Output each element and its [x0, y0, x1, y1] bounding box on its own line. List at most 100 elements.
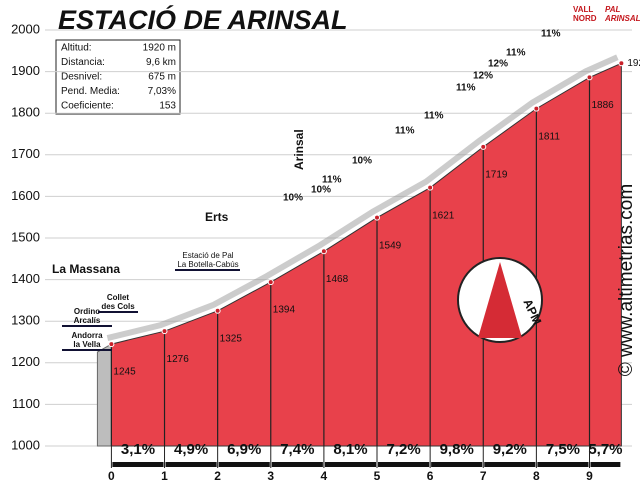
sign-text: Andorra [71, 331, 103, 340]
gradient-label: 6,9% [227, 441, 261, 458]
brand-text: ARINSAL [604, 14, 640, 23]
y-tick-label: 1000 [11, 437, 40, 452]
annotation: 11% [456, 83, 476, 94]
gradient-label: 9,8% [440, 441, 474, 458]
elevation-label: 1549 [379, 240, 402, 251]
x-tick-label: 5 [374, 469, 381, 483]
info-label: Distancia: [61, 57, 105, 68]
point [480, 143, 487, 150]
x-tick-label: 1 [161, 469, 168, 483]
elevation-label: 1245 [113, 367, 136, 378]
gradient-label: 8,1% [333, 441, 367, 458]
y-tick-label: 1900 [11, 63, 40, 78]
sign-text: Ordino [74, 307, 100, 316]
info-value: 153 [159, 101, 176, 112]
point [618, 60, 625, 67]
y-tick-label: 2000 [11, 21, 40, 36]
place-label: La Massana [52, 262, 120, 276]
info-label: Altitud: [61, 43, 92, 54]
annotation: 10% [352, 156, 372, 167]
credit: © www.altimetrias.com [616, 184, 637, 376]
x-tick-label: 3 [267, 469, 274, 483]
y-tick-label: 1200 [11, 354, 40, 369]
gradient-bar [484, 462, 536, 467]
gradient-bar [218, 462, 270, 467]
y-tick-label: 1800 [11, 105, 40, 120]
gradient-label: 7,4% [280, 441, 314, 458]
place-label: Erts [205, 210, 229, 224]
annotation: 11% [424, 111, 444, 122]
x-tick-label: 9 [586, 469, 593, 483]
logo: APM [457, 257, 544, 343]
point [320, 248, 327, 255]
info-value: 9,6 km [146, 57, 176, 68]
profile-area [110, 62, 622, 447]
annotation: 12% [488, 59, 508, 70]
x-tick-label: 6 [427, 469, 434, 483]
annotation: 11% [506, 48, 526, 59]
y-tick-label: 1300 [11, 313, 40, 328]
y-tick-label: 1500 [11, 229, 40, 244]
x-tick-label: 4 [321, 469, 328, 483]
elevation-label: 1719 [485, 170, 508, 181]
point [427, 184, 434, 191]
x-tick-label: 7 [480, 469, 487, 483]
info-value: 675 m [148, 72, 176, 83]
brand: VALL NORD PAL ARINSAL [573, 5, 640, 23]
gradient-bar [271, 462, 323, 467]
elevation-label: 1886 [592, 100, 615, 111]
elevation-label: 1468 [326, 274, 349, 285]
elevation-label: 1811 [538, 131, 560, 142]
annotation: 11% [322, 175, 342, 186]
x-tick-label: 8 [533, 469, 540, 483]
gradient-bar [431, 462, 483, 467]
info-frame [55, 39, 181, 115]
gradient-bar [590, 462, 621, 467]
annotation: 10% [311, 185, 331, 196]
gradient-label: 5,7% [588, 441, 622, 458]
y-tick-label: 1700 [11, 146, 40, 161]
gradient-label: 7,2% [386, 441, 420, 458]
sign-text: Arcalís [74, 316, 101, 325]
y-tick-label: 1100 [12, 396, 40, 411]
annotation: 10% [283, 193, 303, 204]
profile-top [106, 54, 619, 341]
elevation-label: 1276 [167, 354, 190, 365]
point [161, 328, 168, 335]
side-wall [96, 343, 112, 447]
y-tick-label: 1400 [11, 271, 40, 286]
info-label: Coeficiente: [61, 101, 114, 112]
sign-text: Estació de Pal [182, 251, 233, 260]
info-value: 1920 m [143, 43, 176, 54]
annotations: 10% 11% 10% 10% 11% 11% 11% 12% 12% 11% … [283, 29, 561, 204]
x-tick-label: 0 [108, 469, 115, 483]
brand-text: NORD [573, 14, 597, 23]
point [108, 341, 115, 348]
point [214, 307, 221, 314]
brand-text: VALL [573, 5, 593, 14]
sign-text: Collet [107, 293, 130, 302]
logo-mountain [478, 262, 522, 338]
info-value: 7,03% [148, 86, 176, 97]
gradient-bar [324, 462, 377, 467]
gradient-bar [165, 462, 217, 467]
sign-text: La Botella-Cabús [177, 260, 238, 269]
gradient-bar [537, 462, 589, 467]
annotation: 11% [541, 29, 561, 40]
gradient-label: 7,5% [546, 441, 580, 458]
sign-text: la Vella [73, 340, 101, 349]
sign-text: des Cols [101, 302, 135, 311]
place-label: Arinsal [292, 129, 306, 170]
brand-text: PAL [605, 5, 621, 14]
elevation-label: 1394 [273, 305, 296, 316]
signs: Ordino Arcalís Andorra la Vella Collet d… [62, 251, 240, 351]
gradient-label: 9,2% [493, 441, 527, 458]
point [374, 214, 381, 221]
point [586, 74, 593, 81]
elevation-label: 1325 [220, 333, 243, 344]
y-tick-label: 1600 [11, 188, 40, 203]
point [267, 279, 274, 286]
gradient-bar [112, 462, 164, 467]
gradient-label: 3,1% [121, 441, 155, 458]
